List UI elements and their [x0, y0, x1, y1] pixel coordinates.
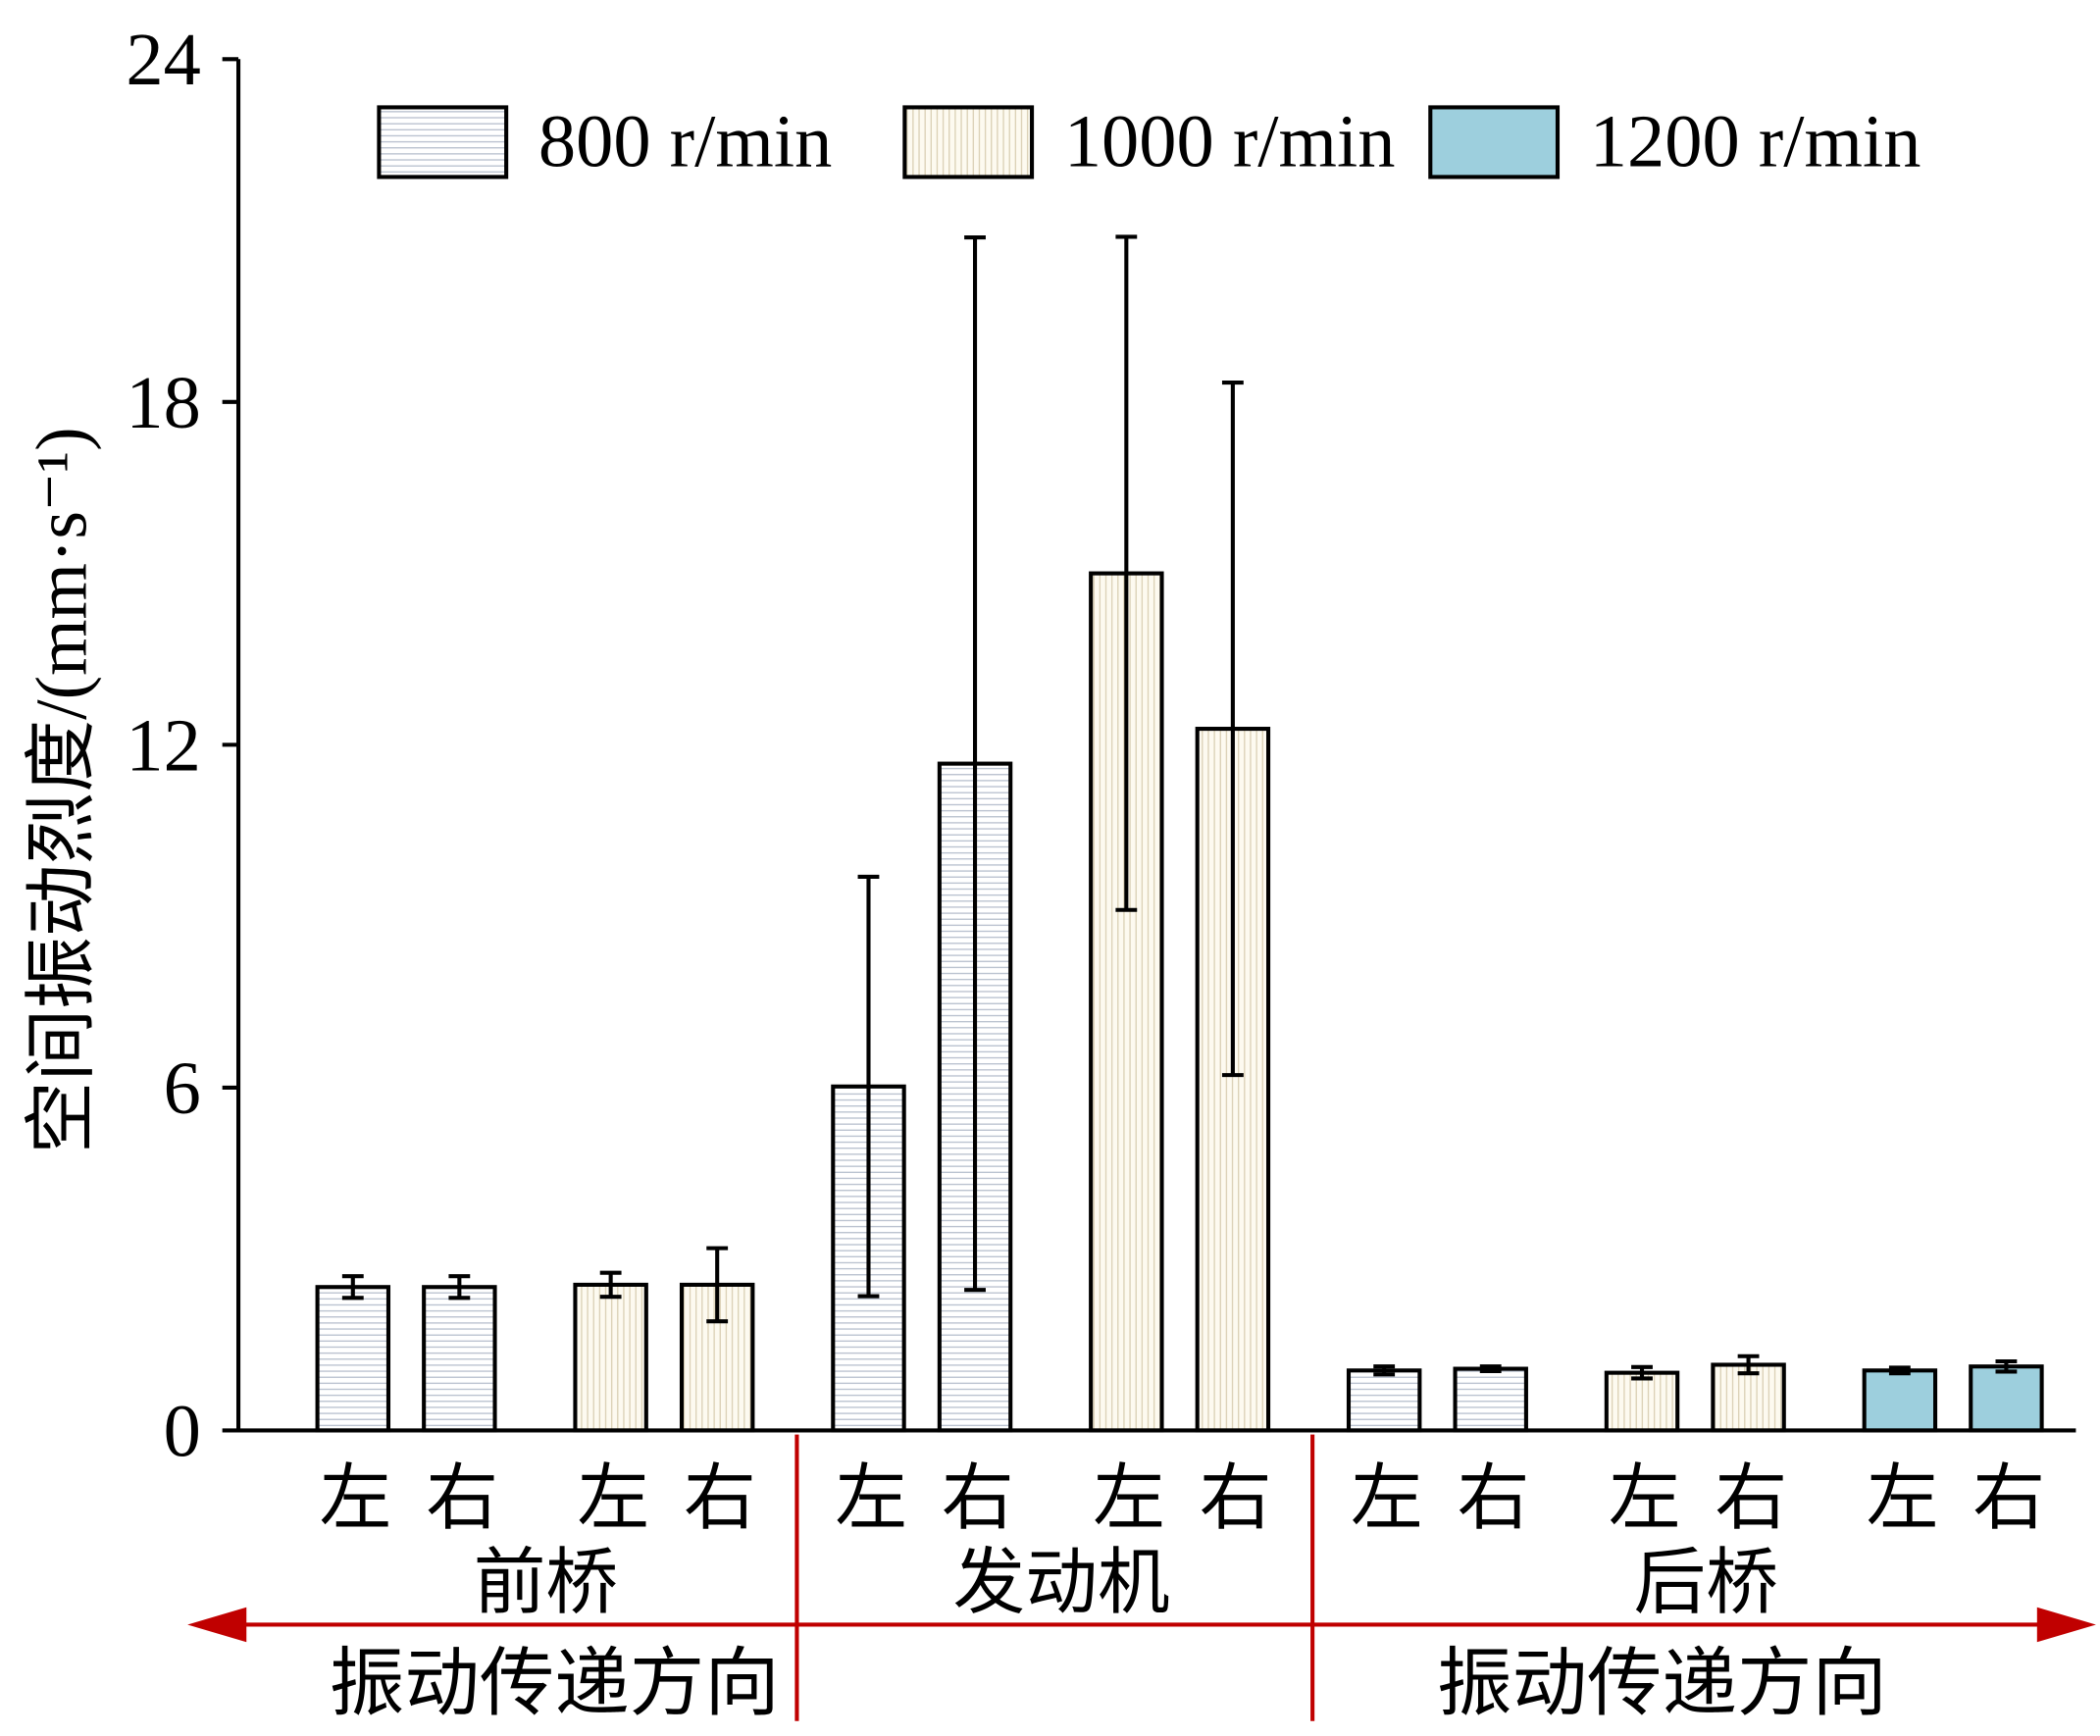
direction-label-right: 振动传递方向 — [1437, 1642, 1887, 1725]
direction-label-left: 振动传递方向 — [330, 1642, 780, 1725]
error-bar — [599, 1270, 622, 1300]
bar — [1453, 1366, 1528, 1433]
direction-arrowhead-right — [2036, 1607, 2096, 1643]
group-label: 前桥 — [474, 1543, 618, 1623]
x-tick-label: 左 — [1867, 1458, 1939, 1539]
y-tick-label: 0 — [164, 1389, 201, 1472]
legend-label: 800 r/min — [538, 100, 832, 183]
direction-arrowhead-left — [187, 1607, 247, 1643]
x-tick-label: 右 — [942, 1458, 1014, 1539]
legend-swatch — [377, 105, 509, 179]
error-bar — [1115, 234, 1138, 912]
x-tick-label: 右 — [426, 1458, 498, 1539]
error-bars — [341, 234, 2018, 1381]
legend-label: 1200 r/min — [1590, 100, 1921, 183]
x-tick-label: 右 — [1200, 1458, 1272, 1539]
axes: 0 6 12 18 24 — [126, 18, 2076, 1472]
x-tick-label: 左 — [320, 1458, 392, 1539]
bars — [315, 571, 2044, 1433]
transfer-direction-annotation: 振动传递方向 振动传递方向 — [187, 1434, 2096, 1725]
x-tick-label: 左 — [1609, 1458, 1681, 1539]
error-bar — [1888, 1365, 1911, 1376]
error-bar — [341, 1274, 364, 1301]
legend-item: 1200 r/min — [1428, 100, 1921, 183]
x-tick-label: 左 — [1093, 1458, 1165, 1539]
legend-swatch — [1428, 105, 1561, 179]
error-bar — [1373, 1364, 1396, 1377]
error-bar — [448, 1274, 471, 1301]
y-tick-label: 12 — [126, 703, 200, 787]
x-tick-label: 左 — [1351, 1458, 1423, 1539]
legend: 800 r/min 1000 r/min 1200 r/min — [377, 100, 1921, 183]
error-bar — [706, 1246, 729, 1324]
error-bar — [1221, 380, 1244, 1078]
bar — [1969, 1364, 2044, 1433]
error-bar — [964, 234, 986, 1293]
x-tick-label: 左 — [835, 1458, 907, 1539]
bar — [1711, 1362, 1786, 1433]
y-tick-label: 6 — [164, 1047, 201, 1130]
y-axis-label: 空间振动烈度/(mm·s⁻¹) — [21, 427, 101, 1153]
bar — [422, 1285, 497, 1433]
error-bar — [857, 874, 880, 1299]
y-tick-label: 18 — [126, 361, 200, 444]
x-tick-label: 左 — [578, 1458, 650, 1539]
legend-item: 1000 r/min — [902, 100, 1396, 183]
error-bar — [1479, 1364, 1502, 1373]
bar — [1862, 1368, 1938, 1433]
x-axis-labels: 左右左右前桥左右左右发动机左右左右左右后桥 — [320, 1458, 2045, 1623]
bar — [1604, 1370, 1680, 1433]
legend-label: 1000 r/min — [1064, 100, 1396, 183]
group-label: 后桥 — [1633, 1543, 1777, 1623]
error-bar — [1737, 1353, 1760, 1376]
bar — [573, 1282, 648, 1433]
legend-swatch — [902, 105, 1035, 179]
x-tick-label: 右 — [1972, 1458, 2045, 1539]
group-label: 发动机 — [953, 1543, 1170, 1623]
bar — [1346, 1368, 1422, 1433]
bar — [1089, 571, 1164, 1433]
y-tick-label: 24 — [126, 18, 200, 101]
bar — [315, 1285, 391, 1433]
error-bar — [1631, 1364, 1653, 1381]
error-bar — [1995, 1358, 2018, 1374]
x-tick-label: 右 — [684, 1458, 756, 1539]
legend-item: 800 r/min — [377, 100, 832, 183]
x-tick-label: 右 — [1715, 1458, 1787, 1539]
x-tick-label: 右 — [1458, 1458, 1530, 1539]
